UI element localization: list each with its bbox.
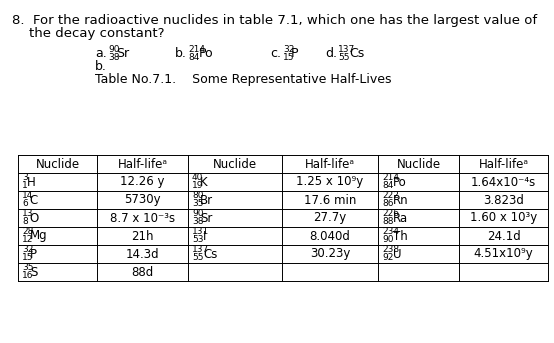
Text: Br: Br — [200, 193, 213, 206]
Text: 214: 214 — [382, 173, 399, 182]
Text: 88d: 88d — [131, 265, 153, 279]
Text: 6: 6 — [22, 199, 28, 208]
Text: Nuclide: Nuclide — [397, 157, 440, 170]
Text: S: S — [30, 265, 37, 279]
Text: 27.7y: 27.7y — [314, 212, 347, 225]
Text: H: H — [27, 176, 35, 189]
Text: 131: 131 — [192, 227, 209, 236]
Text: Half-lifeᵃ: Half-lifeᵃ — [305, 157, 355, 170]
Text: Sr: Sr — [200, 212, 212, 225]
Text: 19: 19 — [192, 181, 203, 190]
Text: 234: 234 — [382, 227, 399, 236]
Text: Half-lifeᵃ: Half-lifeᵃ — [479, 157, 529, 170]
Text: 222: 222 — [382, 191, 399, 200]
Text: Th: Th — [393, 229, 408, 243]
Text: O: O — [30, 212, 39, 225]
Text: 40: 40 — [192, 173, 203, 182]
Text: 88: 88 — [382, 217, 393, 226]
Text: 238: 238 — [382, 245, 399, 254]
Text: Sr: Sr — [116, 47, 129, 60]
Text: 226: 226 — [382, 209, 399, 218]
Text: 32: 32 — [22, 245, 33, 254]
Text: 14: 14 — [22, 191, 33, 200]
Text: Nuclide: Nuclide — [35, 157, 80, 170]
Text: 8.040d: 8.040d — [310, 229, 351, 243]
Text: 86: 86 — [382, 199, 393, 208]
Text: 53: 53 — [192, 235, 203, 244]
Text: 28: 28 — [22, 227, 33, 236]
Text: C: C — [30, 193, 38, 206]
Text: Mg: Mg — [30, 229, 48, 243]
Text: 3.823d: 3.823d — [483, 193, 524, 206]
Text: Po: Po — [393, 176, 407, 189]
Text: U: U — [393, 248, 402, 260]
Text: a.: a. — [95, 47, 107, 60]
Text: 55: 55 — [192, 253, 203, 262]
Text: 17.6 min: 17.6 min — [304, 193, 356, 206]
Text: 4.51x10⁹y: 4.51x10⁹y — [474, 248, 534, 260]
Text: 84: 84 — [382, 181, 393, 190]
Text: 3: 3 — [22, 173, 28, 182]
Text: 38: 38 — [192, 217, 203, 226]
Text: 1: 1 — [22, 181, 28, 190]
Text: 1.64x10⁻⁴s: 1.64x10⁻⁴s — [471, 176, 536, 189]
Text: Cs: Cs — [203, 248, 218, 260]
Text: 12: 12 — [22, 235, 33, 244]
Text: 24.1d: 24.1d — [486, 229, 520, 243]
Text: Ra: Ra — [393, 212, 408, 225]
Text: 5730y: 5730y — [124, 193, 161, 206]
Text: 90: 90 — [382, 235, 393, 244]
Text: Cs: Cs — [349, 47, 365, 60]
Text: 12.26 y: 12.26 y — [120, 176, 165, 189]
Text: 1.60 x 10³y: 1.60 x 10³y — [470, 212, 537, 225]
Text: 35: 35 — [192, 199, 203, 208]
Text: the decay constant?: the decay constant? — [12, 27, 165, 40]
Text: 1.25 x 10⁹y: 1.25 x 10⁹y — [296, 176, 363, 189]
Text: d.: d. — [325, 47, 337, 60]
Text: 80: 80 — [192, 191, 203, 200]
Text: 30.23y: 30.23y — [310, 248, 350, 260]
Text: 15: 15 — [283, 54, 295, 62]
Text: 13: 13 — [22, 209, 33, 218]
Text: 8.  For the radioactive nuclides in table 7.1, which one has the largest value o: 8. For the radioactive nuclides in table… — [12, 14, 537, 27]
Text: 92: 92 — [382, 253, 393, 262]
Text: 90: 90 — [192, 209, 203, 218]
Text: c.: c. — [270, 47, 281, 60]
Text: Half-lifeᵃ: Half-lifeᵃ — [117, 157, 167, 170]
Text: Table No.7.1.    Some Representative Half-Lives: Table No.7.1. Some Representative Half-L… — [95, 73, 392, 86]
Text: 214: 214 — [188, 45, 205, 54]
Text: 32: 32 — [283, 45, 294, 54]
Text: 16: 16 — [22, 271, 33, 280]
Text: K: K — [200, 176, 207, 189]
Text: 21h: 21h — [131, 229, 154, 243]
Text: 8.7 x 10⁻³s: 8.7 x 10⁻³s — [110, 212, 175, 225]
Text: 38: 38 — [108, 54, 120, 62]
Text: Po: Po — [199, 47, 214, 60]
Text: 8: 8 — [22, 217, 28, 226]
Text: Rn: Rn — [393, 193, 409, 206]
Text: P: P — [30, 248, 37, 260]
Text: I: I — [203, 229, 207, 243]
Text: P: P — [291, 47, 298, 60]
Text: 137: 137 — [192, 245, 209, 254]
Text: 35: 35 — [22, 263, 33, 272]
Text: 15: 15 — [22, 253, 33, 262]
Text: 14.3d: 14.3d — [126, 248, 160, 260]
Text: Nuclide: Nuclide — [213, 157, 257, 170]
Text: 137: 137 — [338, 45, 355, 54]
Text: b.: b. — [95, 60, 107, 73]
Text: 84: 84 — [188, 54, 199, 62]
Text: b.: b. — [175, 47, 187, 60]
Text: 55: 55 — [338, 54, 350, 62]
Text: 90: 90 — [108, 45, 120, 54]
